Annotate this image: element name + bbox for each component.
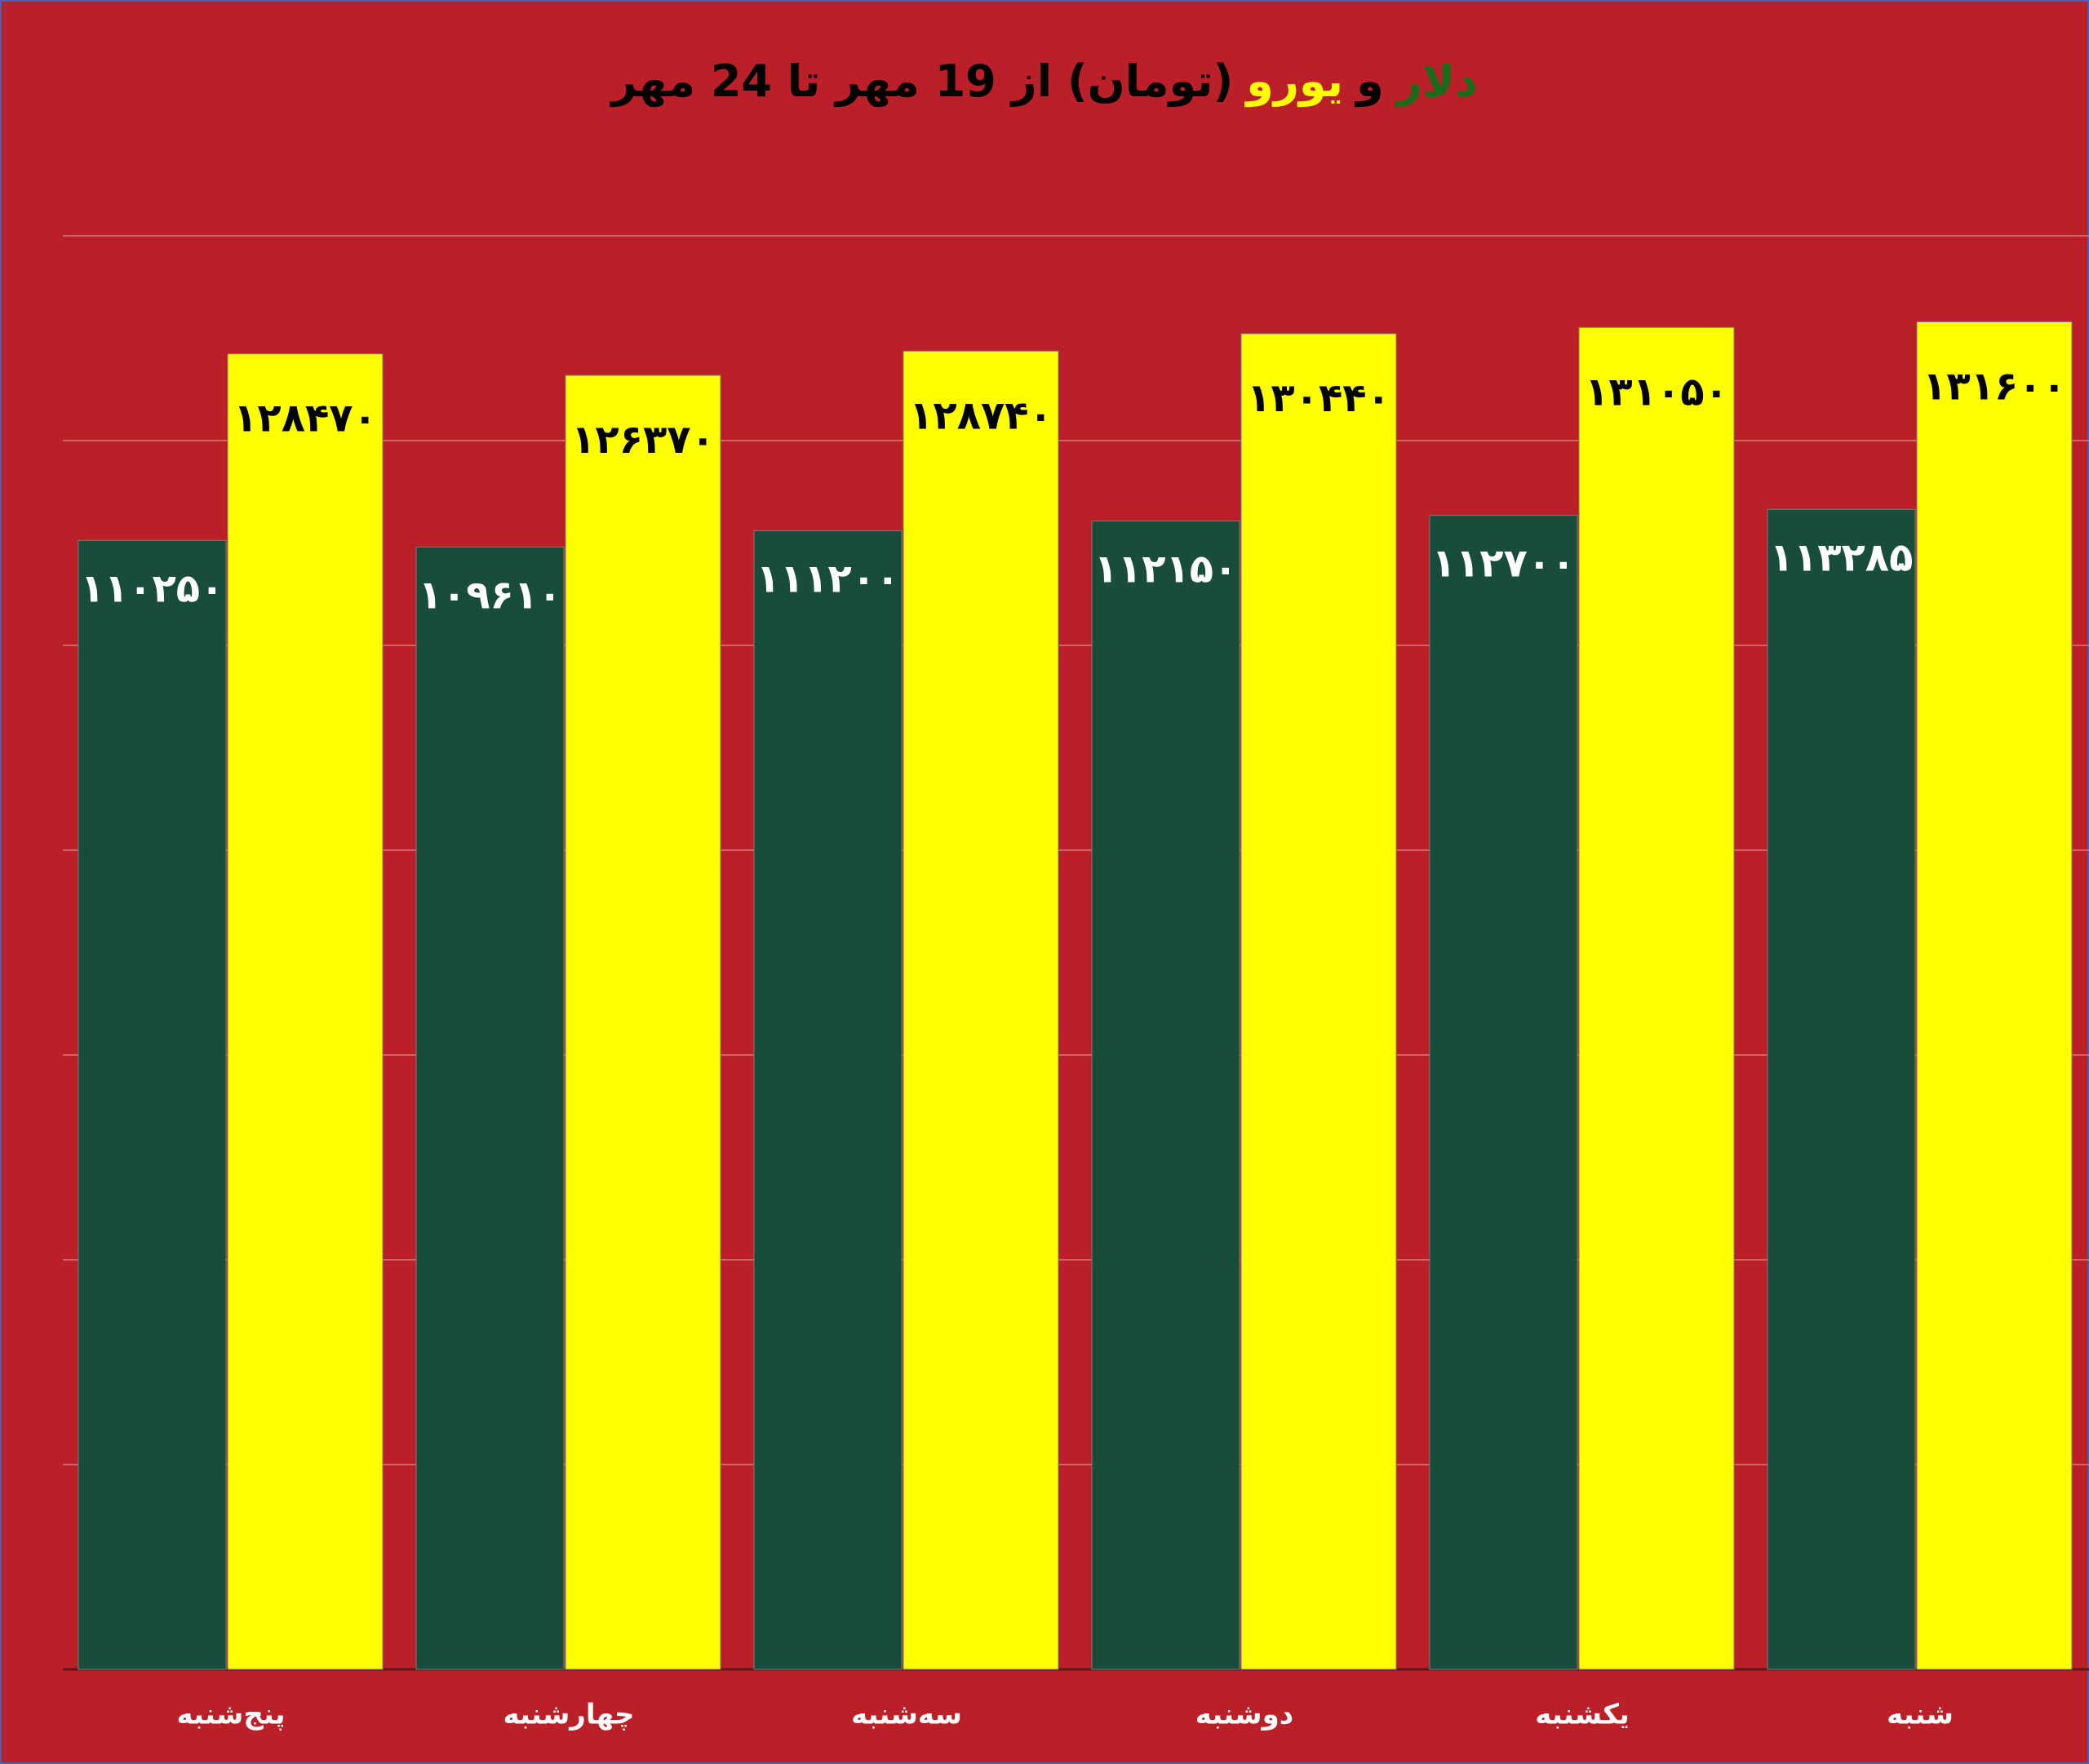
x-tick-label: پنج‌شنبه [177, 1699, 286, 1731]
x-tick-label: سه‌شنبه [851, 1699, 962, 1731]
x-tick-label: شنبه [1887, 1699, 1954, 1731]
bar [227, 353, 384, 1670]
title-part: و [1356, 55, 1384, 107]
value-label: ۱۲۸۷۴۰ [909, 392, 1053, 438]
value-label: ۱۱۲۷۰۰ [1432, 541, 1576, 587]
value-label: ۱۱۲۱۵۰ [1094, 547, 1238, 592]
bar [1767, 508, 1916, 1670]
x-tick-label: دوشنبه [1195, 1699, 1293, 1731]
bar [565, 375, 721, 1670]
value-label: ۱۲۸۴۷۰ [233, 396, 377, 441]
bar [1429, 515, 1578, 1670]
value-label: ۱۱۰۲۵۰ [81, 565, 224, 611]
title-part: یورو [1246, 55, 1344, 107]
bar [1240, 333, 1397, 1670]
title-part: دلار [1396, 55, 1478, 107]
value-label: ۱۲۶۳۷۰ [571, 417, 715, 463]
value-label: ۱۳۱۰۵۰ [1585, 369, 1728, 414]
bar [78, 539, 227, 1670]
x-tick-label: چهارشنبه [503, 1699, 634, 1731]
chart-title: دلارویورو(تومان) از 19 مهر تا 24 مهر [0, 55, 2089, 107]
value-label: ۱۱۳۲۸۵ [1770, 534, 1914, 580]
value-label: ۱۰۹۶۱۰ [419, 572, 562, 618]
bar [1916, 321, 2073, 1670]
bar [1578, 326, 1735, 1670]
bar [903, 350, 1059, 1670]
bar [753, 530, 903, 1670]
value-label: ۱۳۱۶۰۰ [1923, 363, 2066, 409]
bar [415, 546, 565, 1670]
title-part: (تومان) از 19 مهر تا 24 مهر [611, 55, 1234, 107]
value-label: ۱۳۰۴۴۰ [1247, 375, 1390, 421]
value-label: ۱۱۱۲۰۰ [756, 556, 900, 601]
x-tick-label: یکشنبه [1535, 1699, 1630, 1731]
bar [1091, 521, 1240, 1670]
